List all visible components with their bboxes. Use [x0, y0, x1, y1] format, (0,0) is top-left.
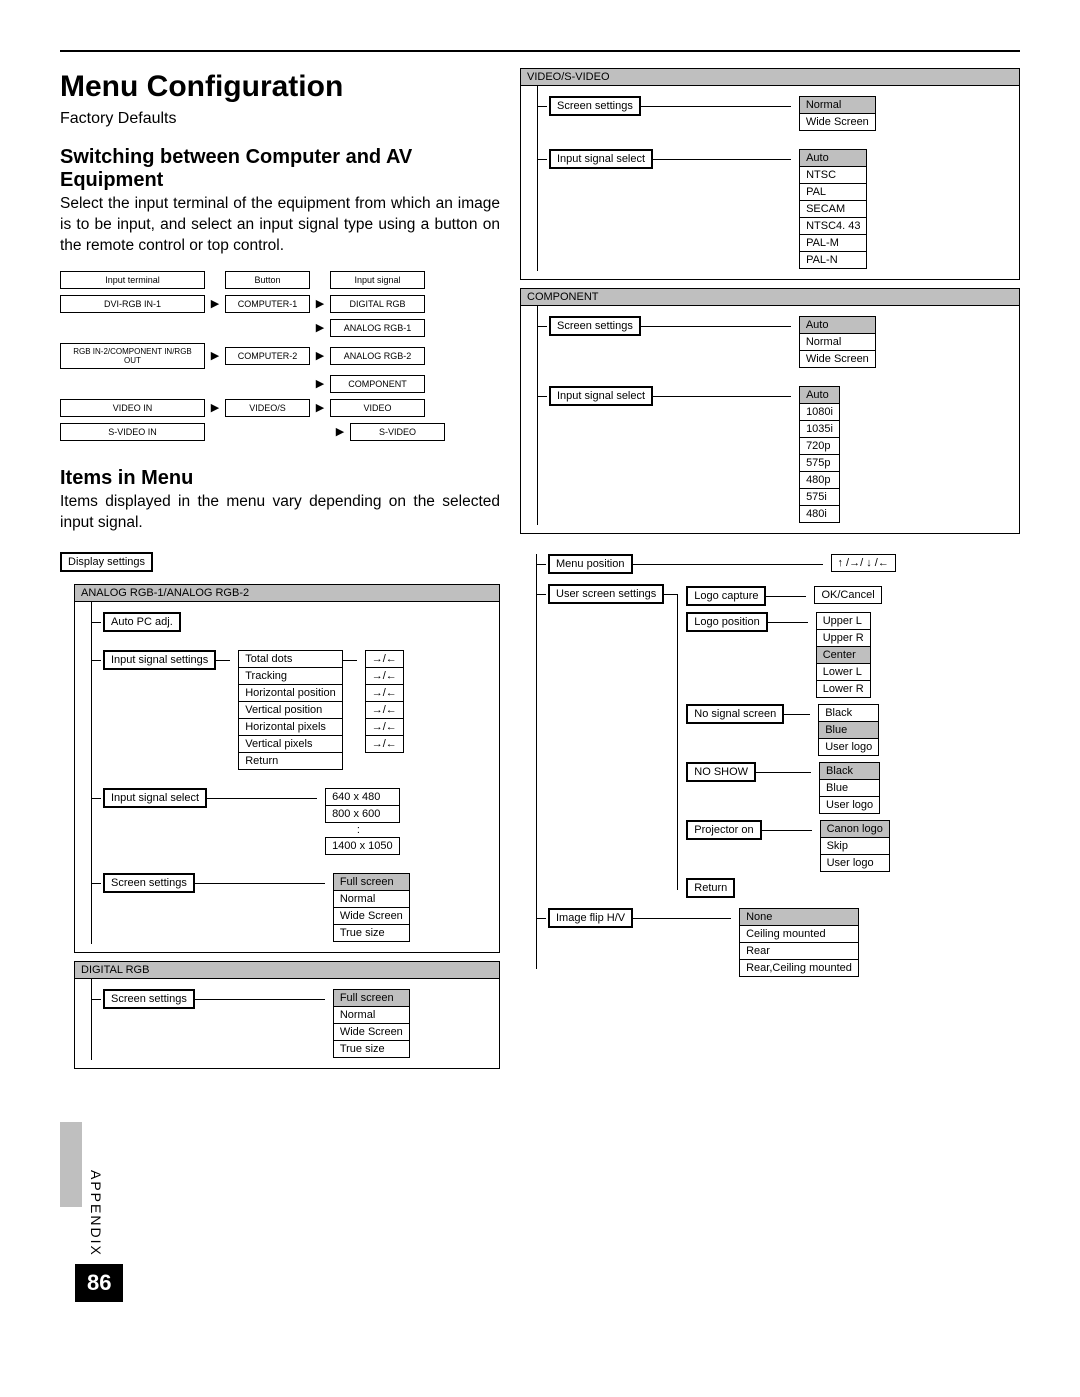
- arrow-icon: ▶: [205, 297, 225, 310]
- menu-item: Screen settings: [549, 316, 641, 336]
- submenu: Normal Wide Screen: [799, 96, 876, 131]
- menu-item: No signal screen: [686, 704, 784, 724]
- flow-signal: S-VIDEO: [350, 423, 445, 441]
- arrow-icon: ▶: [310, 401, 330, 414]
- menu-item: Input signal select: [549, 386, 653, 406]
- component-section: COMPONENT Screen settings Auto Normal Wi…: [520, 288, 1020, 534]
- arrow-icon: ▶: [310, 349, 330, 362]
- flow-header: Input signal: [330, 271, 425, 289]
- left-column: Menu Configuration Factory Defaults Swit…: [60, 60, 500, 1073]
- submenu: None Ceiling mounted Rear Rear,Ceiling m…: [739, 908, 859, 977]
- digital-rgb-section: DIGITAL RGB Screen settings Full screen …: [74, 961, 500, 1069]
- menu-item: Return: [686, 878, 735, 898]
- menu-item: User screen settings: [548, 584, 664, 604]
- menu-item: Projector on: [686, 820, 761, 840]
- flow-terminal: VIDEO IN: [60, 399, 205, 417]
- menu-item: Auto PC adj.: [103, 612, 181, 632]
- flow-header: Input terminal: [60, 271, 205, 289]
- flow-signal: COMPONENT: [330, 375, 425, 393]
- subtitle: Factory Defaults: [60, 110, 500, 128]
- flow-terminal: RGB IN-2/COMPONENT IN/RGB OUT: [60, 343, 205, 369]
- common-items: Menu position ↑ /→/ ↓ /← User screen set…: [520, 554, 1020, 977]
- flow-signal: ANALOG RGB-2: [330, 347, 425, 365]
- section2-heading: Items in Menu: [60, 467, 500, 490]
- menu-item: Menu position: [548, 554, 633, 574]
- submenu: Auto NTSC PAL SECAM NTSC4. 43 PAL-M PAL-…: [799, 149, 867, 269]
- section1-heading: Switching between Computer and AV Equipm…: [60, 146, 500, 192]
- submenu: Full screen Normal Wide Screen True size: [333, 873, 410, 942]
- menu-item: Input signal select: [103, 788, 207, 808]
- section-header: DIGITAL RGB: [75, 962, 499, 979]
- menu-item: Screen settings: [103, 873, 195, 893]
- arrow-icon: ▶: [205, 349, 225, 362]
- section-header: ANALOG RGB-1/ANALOG RGB-2: [75, 585, 499, 602]
- appendix-tab: [60, 1122, 82, 1207]
- submenu: 1400 x 1050: [325, 837, 400, 855]
- submenu: Canon logo Skip User logo: [820, 820, 890, 872]
- submenu-values: →/← →/← →/← →/← →/← →/←: [365, 650, 404, 753]
- section1-body: Select the input terminal of the equipme…: [60, 194, 500, 257]
- flow-terminal: DVI-RGB IN-1: [60, 295, 205, 313]
- submenu: Full screen Normal Wide Screen True size: [333, 989, 410, 1058]
- menu-item: Screen settings: [103, 989, 195, 1009]
- flow-terminal: S-VIDEO IN: [60, 423, 205, 441]
- flow-button: COMPUTER-2: [225, 347, 310, 365]
- page-title: Menu Configuration: [60, 70, 500, 104]
- submenu: Black Blue User logo: [818, 704, 879, 756]
- flow-signal: VIDEO: [330, 399, 425, 417]
- menu-item: Input signal select: [549, 149, 653, 169]
- columns: Menu Configuration Factory Defaults Swit…: [60, 60, 1020, 1073]
- section-header: COMPONENT: [521, 289, 1019, 306]
- flow-signal: ANALOG RGB-1: [330, 319, 425, 337]
- section-header: VIDEO/S-VIDEO: [521, 69, 1019, 86]
- menu-item: Logo capture: [686, 586, 766, 606]
- appendix-label: APPENDIX: [88, 1170, 104, 1257]
- analog-rgb-section: ANALOG RGB-1/ANALOG RGB-2 Auto PC adj. I…: [74, 584, 500, 953]
- menu-item: Input signal settings: [103, 650, 216, 670]
- flow-button: COMPUTER-1: [225, 295, 310, 313]
- tree-root: Display settings: [60, 552, 153, 572]
- arrow-icon: ▶: [310, 377, 330, 390]
- submenu: Total dots Tracking Horizontal position …: [238, 650, 343, 770]
- right-column: VIDEO/S-VIDEO Screen settings Normal Wid…: [520, 60, 1020, 1073]
- submenu: ↑ /→/ ↓ /←: [831, 554, 896, 572]
- submenu: Black Blue User logo: [819, 762, 880, 814]
- page: Menu Configuration Factory Defaults Swit…: [0, 0, 1080, 1397]
- menu-item: Logo position: [686, 612, 767, 632]
- arrow-icon: ▶: [205, 401, 225, 414]
- top-rule: [60, 50, 1020, 52]
- arrow-icon: ▶: [310, 297, 330, 310]
- page-number: 86: [75, 1264, 123, 1302]
- submenu: 640 x 480 800 x 600: [325, 788, 400, 823]
- submenu: Auto 1080i 1035i 720p 575p 480p 575i 480…: [799, 386, 840, 523]
- input-flowchart: Input terminal Button Input signal DVI-R…: [60, 271, 500, 441]
- flow-header: Button: [225, 271, 310, 289]
- submenu: Auto Normal Wide Screen: [799, 316, 876, 368]
- flow-button: VIDEO/S: [225, 399, 310, 417]
- menu-item: Screen settings: [549, 96, 641, 116]
- flow-signal: DIGITAL RGB: [330, 295, 425, 313]
- submenu: Upper L Upper R Center Lower L Lower R: [816, 612, 871, 698]
- arrow-icon: ▶: [330, 425, 350, 438]
- video-svideo-section: VIDEO/S-VIDEO Screen settings Normal Wid…: [520, 68, 1020, 280]
- menu-item: Image flip H/V: [548, 908, 633, 928]
- section2-body: Items displayed in the menu vary dependi…: [60, 492, 500, 534]
- arrow-icon: ▶: [310, 321, 330, 334]
- menu-item: NO SHOW: [686, 762, 756, 782]
